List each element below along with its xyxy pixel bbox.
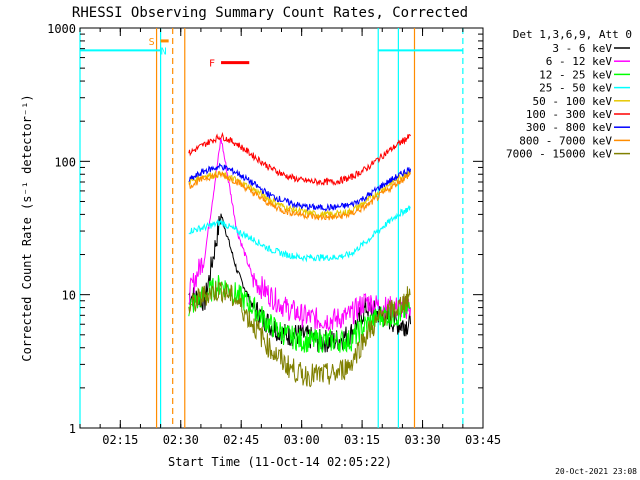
chart-title: RHESSI Observing Summary Count Rates, Co… [72,5,468,21]
series-lines [188,131,411,388]
annotation-label-2: N [161,46,167,57]
legend-label-3: 25 - 50 keV [539,82,612,95]
plot-area: F SN 02:15 02:30 02:45 03:00 03:15 03:30 03:45 1… [47,22,501,447]
plot-frame [79,27,484,429]
x-tick-label-1: 02:30 [163,433,199,447]
annotation-label-0: F [209,59,215,70]
legend-label-7: 800 - 7000 keV [519,134,612,147]
footer-timestamp: 20-Oct-2021 23:08 [555,467,637,476]
series-line-5-1 [188,131,411,187]
x-axis-label: Start Time (11-Oct-14 02:05:22) [168,455,392,469]
series-line-7-1 [188,171,411,221]
annotation-label-1: S [149,37,155,48]
series-line-3-1 [188,205,411,263]
x-tick-label-0: 02:15 [102,433,138,447]
y-tick-label-0: 1 [69,422,76,436]
y-tick-label-2: 100 [54,155,76,169]
y-tick-label-1: 10 [62,289,76,303]
series-line-4-1 [188,169,411,220]
x-tick-label-5: 03:30 [404,433,440,447]
x-tick-label-3: 03:00 [284,433,320,447]
legend-label-5: 100 - 300 keV [526,108,612,121]
x-tick-label-6: 03:45 [465,433,501,447]
axis-ticks: 02:15 02:30 02:45 03:00 03:15 03:30 03:45 1 10 10… [47,22,501,447]
series-line-8-1 [188,281,411,388]
legend-label-1: 6 - 12 keV [546,55,613,68]
legend-label-8: 7000 - 15000 keV [506,148,612,161]
legend-label-0: 3 - 6 keV [552,42,612,55]
annotations: F SN [149,37,250,70]
legend-title: Det 1,3,6,9, Att 0 [513,28,632,41]
x-tick-label-2: 02:45 [223,433,259,447]
legend-label-6: 300 - 800 keV [526,121,612,134]
legend-label-2: 12 - 25 keV [539,68,612,81]
x-tick-label-4: 03:15 [344,433,380,447]
series-line-1-1 [188,138,411,332]
legend-label-4: 50 - 100 keV [533,95,613,108]
vertical-markers [79,28,464,428]
y-axis-label: Corrected Count Rate (s⁻¹ detector⁻¹) [20,94,34,361]
y-tick-label-3: 1000 [47,22,76,36]
series-line-6-1 [188,162,411,212]
